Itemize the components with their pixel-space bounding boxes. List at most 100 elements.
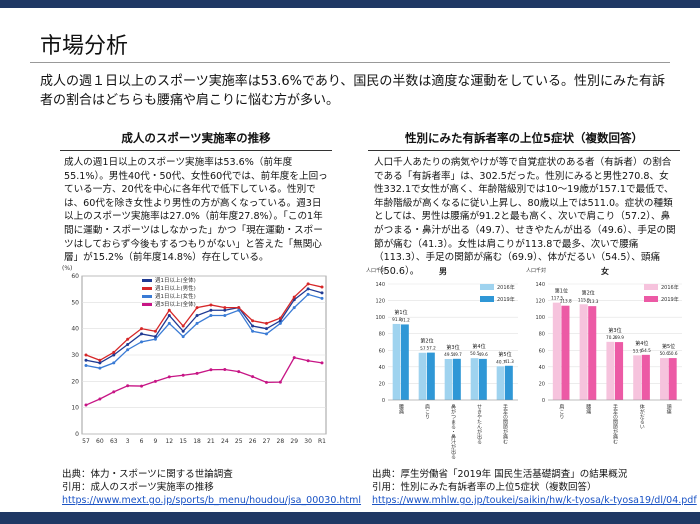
title-rule (30, 62, 670, 63)
y-tick-label: 140 (375, 282, 385, 288)
bar (579, 304, 588, 400)
x-tick-label: 26 (249, 438, 257, 445)
value-label: 49.5 (444, 352, 454, 357)
point (84, 358, 88, 362)
point (223, 306, 227, 310)
value-label: 57 (420, 346, 426, 351)
y-tick-label: 80 (539, 332, 545, 338)
value-label: 69.9 (615, 335, 625, 340)
value-label: 49.7 (452, 352, 462, 357)
bar (505, 365, 513, 400)
point (98, 397, 102, 401)
rank-label: 第2位 (420, 338, 433, 345)
legend-label: 週3日以上(全体) (155, 300, 196, 308)
y-axis-label: 人口千対 (526, 267, 546, 274)
point (181, 324, 185, 328)
x-tick-label: 63 (110, 438, 118, 445)
citation: 引用：性別にみた有訴者率の上位5症状（複数回答） (372, 482, 597, 493)
y-tick-label: 20 (539, 381, 545, 387)
legend-box (142, 295, 152, 298)
point (126, 337, 130, 341)
point (223, 314, 227, 317)
rank-label: 第5位 (498, 351, 511, 358)
point (264, 380, 268, 384)
y-tick-label: 10 (71, 405, 79, 412)
point (278, 316, 282, 320)
y-axis-label: (%) (62, 265, 72, 272)
legend-label: 週1日以上(男性) (155, 284, 196, 292)
source: 出典：厚生労働省「2019年 国民生活基礎調査」の結果概況 (372, 469, 628, 480)
point (98, 366, 102, 370)
point (237, 370, 241, 374)
point (278, 319, 282, 323)
point (278, 380, 282, 384)
legend-label: 週1日以上(女性) (155, 292, 196, 300)
x-tick-label: R1 (318, 438, 326, 445)
y-tick-label: 40 (71, 326, 79, 333)
point (181, 335, 185, 339)
legend-box (142, 303, 152, 306)
x-tick-label: 腰痛 (398, 404, 404, 415)
point (126, 384, 130, 388)
value-label: 40.7 (496, 359, 506, 364)
x-tick-label: 18 (193, 438, 201, 445)
legend-label: 2019年 (497, 296, 515, 303)
citation: 引用：成人のスポーツ実施率の推移 (62, 482, 214, 493)
point (84, 353, 88, 357)
y-tick-label: 140 (535, 282, 545, 288)
point (126, 348, 130, 352)
value-label: 50.6 (660, 351, 670, 356)
bar (615, 342, 624, 400)
y-tick-label: 40 (539, 365, 545, 371)
value-label: 50.5 (470, 351, 480, 356)
y-axis-label: 人口千対 (366, 267, 386, 274)
x-tick-label: 手足の関節が痛む (612, 403, 618, 444)
y-tick-label: 60 (379, 348, 385, 354)
point (153, 379, 157, 383)
y-tick-label: 100 (375, 315, 385, 321)
rank-label: 第1位 (394, 309, 407, 316)
bar (588, 306, 597, 400)
point (112, 390, 116, 394)
y-tick-label: 100 (535, 315, 545, 321)
link[interactable]: https://www.mext.go.jp/sports/b_menu/hou… (62, 495, 362, 506)
point (195, 321, 199, 325)
point (320, 291, 324, 295)
link[interactable]: https://www.mhlw.go.jp/toukei/saikin/hw/… (372, 495, 697, 506)
x-tick-label: 24 (221, 438, 229, 445)
value-label: 91.2 (400, 317, 410, 322)
series-line (85, 283, 323, 361)
section-body: 成人の週1日以上のスポーツ実施率は53.6%（前年度55.1%）。男性40代・5… (64, 157, 328, 264)
y-tick-label: 30 (71, 352, 79, 359)
point (209, 368, 213, 372)
bar (668, 358, 677, 400)
point (292, 295, 296, 299)
point (195, 314, 199, 317)
section-heading: 成人のスポーツ実施率の推移 (60, 130, 332, 151)
y-tick-label: 0 (542, 398, 545, 404)
y-tick-label: 20 (379, 381, 385, 387)
bottom-bar (0, 512, 700, 524)
source: 出典：体力・スポーツに関する世論調査 (62, 469, 233, 480)
point (292, 356, 296, 360)
bar (641, 354, 650, 400)
bar (496, 366, 505, 400)
legend-box (644, 296, 658, 302)
legend-label: 2016年 (497, 284, 515, 291)
point (140, 332, 144, 336)
source-block: 出典：厚生労働省「2019年 国民生活基礎調査」の結果概況 引用：性別にみた有訴… (372, 468, 697, 507)
value-label: 91.8 (392, 317, 402, 322)
rank-label: 第3位 (608, 327, 621, 334)
value-label: 49.6 (478, 352, 488, 357)
point (264, 332, 268, 336)
y-tick-label: 60 (71, 273, 79, 280)
point (98, 361, 102, 365)
point (320, 285, 324, 289)
point (167, 314, 171, 317)
point (98, 358, 102, 362)
x-tick-label: 12 (165, 438, 173, 445)
rank-label: 第4位 (635, 340, 648, 347)
chart-title: 男 (439, 267, 447, 276)
point (140, 327, 144, 331)
